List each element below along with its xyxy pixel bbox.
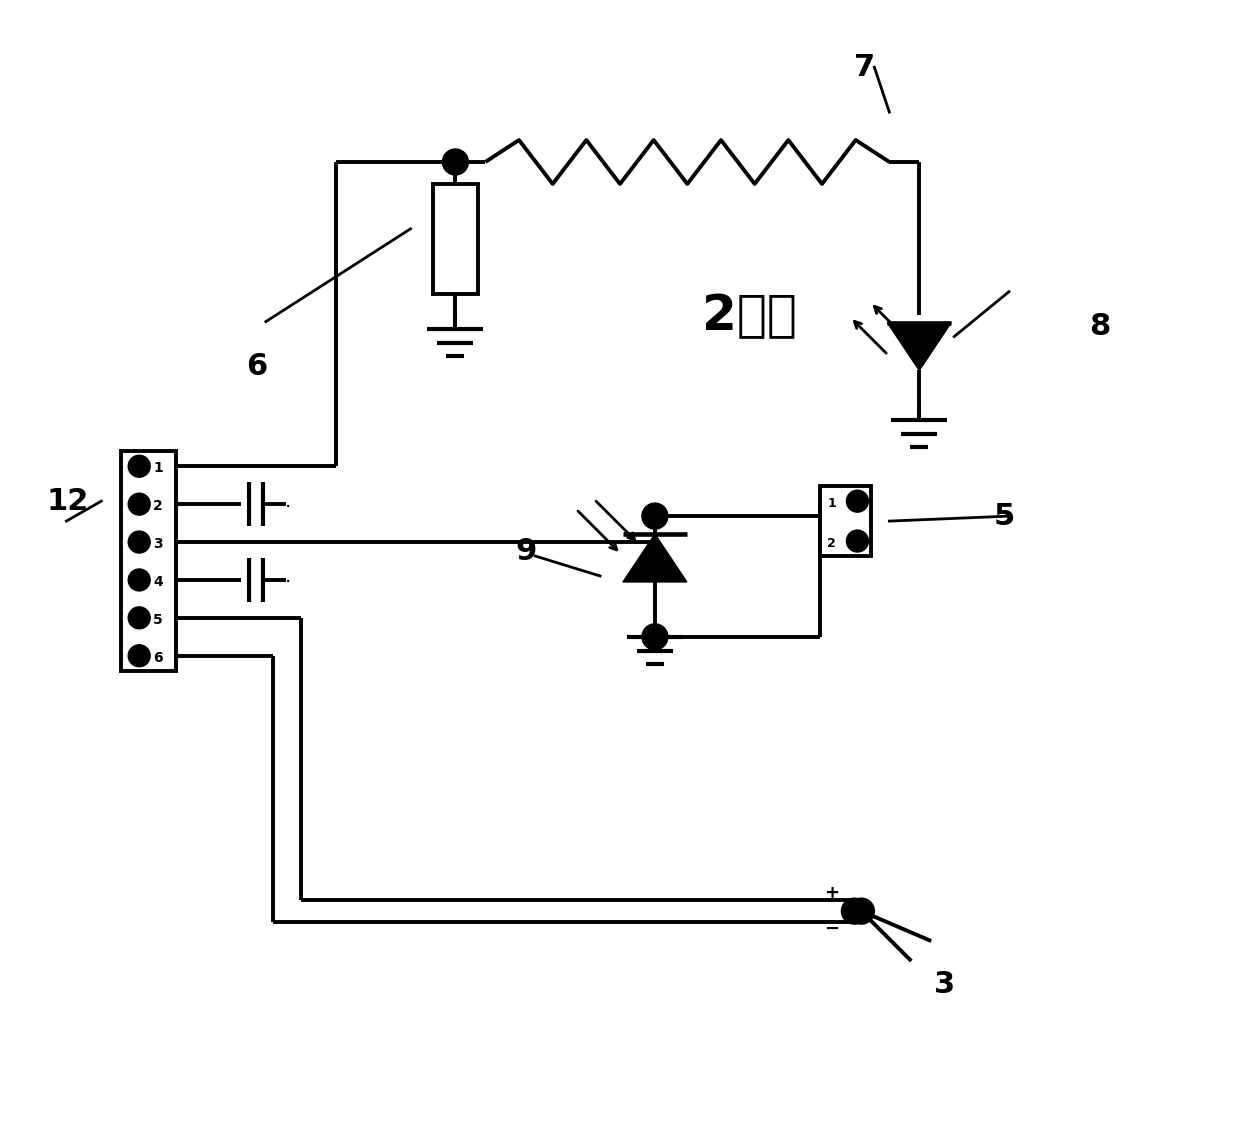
Circle shape — [128, 569, 150, 591]
Polygon shape — [888, 323, 951, 370]
Bar — [122, 452, 176, 670]
Text: 12: 12 — [46, 487, 89, 516]
Text: 6: 6 — [246, 352, 267, 381]
Text: ·: · — [285, 574, 291, 592]
Circle shape — [842, 898, 868, 924]
Text: 3: 3 — [154, 537, 162, 552]
Text: 7: 7 — [854, 53, 875, 82]
Text: 1: 1 — [154, 461, 162, 475]
Text: +: + — [823, 884, 839, 902]
Polygon shape — [622, 534, 687, 582]
Bar — [820, 487, 872, 556]
Text: 8: 8 — [1089, 312, 1110, 341]
Circle shape — [642, 624, 668, 650]
Text: 2: 2 — [827, 537, 836, 549]
Text: 2千欧: 2千欧 — [702, 293, 797, 341]
Circle shape — [128, 531, 150, 553]
Circle shape — [847, 490, 868, 512]
Circle shape — [128, 455, 150, 478]
Text: 3: 3 — [934, 971, 955, 1000]
Text: −: − — [823, 920, 839, 938]
Text: 5: 5 — [994, 501, 1016, 530]
Text: 1: 1 — [827, 497, 836, 510]
Circle shape — [848, 898, 874, 924]
Circle shape — [128, 606, 150, 629]
Text: 2: 2 — [154, 499, 162, 513]
Bar — [433, 184, 477, 294]
Circle shape — [128, 493, 150, 516]
Text: 5: 5 — [154, 613, 162, 627]
Circle shape — [443, 149, 469, 175]
Circle shape — [847, 530, 868, 552]
Text: 4: 4 — [154, 575, 162, 589]
Circle shape — [128, 645, 150, 667]
Text: ·: · — [285, 498, 291, 517]
Circle shape — [642, 503, 668, 529]
Text: 6: 6 — [154, 651, 162, 665]
Text: 9: 9 — [516, 537, 537, 565]
